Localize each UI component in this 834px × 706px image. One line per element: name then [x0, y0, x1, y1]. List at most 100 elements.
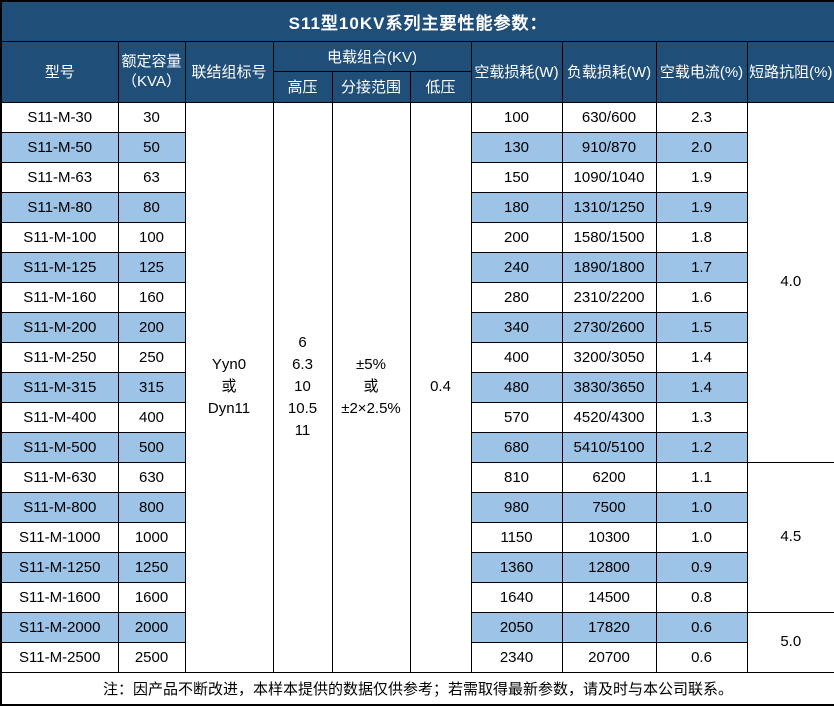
no-load-loss-cell: 980 — [470, 491, 563, 523]
no-load-loss-cell: 180 — [470, 191, 563, 223]
table-row: S11-M-80 80 180 1310/1250 1.9 — [0, 191, 834, 223]
table-row: S11-M-160 160 280 2310/2200 1.6 — [0, 281, 834, 313]
no-load-loss-cell: 240 — [470, 251, 563, 283]
col-header-vector-group: 联结组标号 — [184, 40, 274, 103]
model-cell: S11-M-250 — [0, 341, 119, 373]
table-row: S11-M-800 800 980 7500 1.0 — [0, 491, 834, 523]
no-load-current-cell: 1.9 — [655, 191, 748, 223]
model-cell: S11-M-1000 — [0, 521, 119, 553]
impedance-cell-line: 5.0 — [780, 633, 802, 650]
load-loss-cell: 1580/1500 — [561, 221, 657, 253]
lv-cell: 0.4 — [409, 101, 472, 673]
no-load-current-cell: 1.3 — [655, 401, 748, 433]
model-cell: S11-M-30 — [0, 101, 119, 133]
no-load-current-cell: 1.0 — [655, 491, 748, 523]
kva-cell: 125 — [117, 251, 186, 283]
model-cell: S11-M-2000 — [0, 611, 119, 643]
load-loss-cell: 7500 — [561, 491, 657, 523]
table-row: S11-M-1250 1250 1360 12800 0.9 — [0, 551, 834, 583]
no-load-loss-cell: 2050 — [470, 611, 563, 643]
impedance-cell: 4.0 — [746, 101, 834, 463]
table-row: S11-M-30 30 Yyn0 或 Dyn11 6 6.3 10 10.5 11 ±5% 或 ±2×2… — [0, 101, 834, 673]
model-cell: S11-M-100 — [0, 221, 119, 253]
col-header-model: 型号 — [0, 40, 119, 103]
table-row: S11-M-200 200 340 2730/2600 1.5 — [0, 311, 834, 343]
kva-cell: 1250 — [117, 551, 186, 583]
col-header-lv: 低压 — [409, 70, 472, 103]
table-row: S11-M-400 400 570 4520/4300 1.3 — [0, 401, 834, 433]
vector-group-cell-line: Yyn0 — [211, 356, 247, 373]
no-load-current-cell: 0.8 — [655, 581, 748, 613]
model-cell: S11-M-63 — [0, 161, 119, 193]
table-row: S11-M-100 100 200 1580/1500 1.8 — [0, 221, 834, 253]
kva-cell: 63 — [117, 161, 186, 193]
page-title: S11型10KV系列主要性能参数： — [0, 0, 834, 42]
col-header-capacity-line2: （KVA） — [122, 72, 181, 90]
kva-cell: 80 — [117, 191, 186, 223]
load-loss-cell: 4520/4300 — [561, 401, 657, 433]
no-load-loss-cell: 570 — [470, 401, 563, 433]
load-loss-cell: 12800 — [561, 551, 657, 583]
model-cell: S11-M-800 — [0, 491, 119, 523]
no-load-current-cell: 1.4 — [655, 341, 748, 373]
model-cell: S11-M-400 — [0, 401, 119, 433]
table-row: S11-M-125 125 240 1890/1800 1.7 — [0, 251, 834, 283]
no-load-current-cell: 0.6 — [655, 641, 748, 673]
table-row: S11-M-500 500 680 5410/5100 1.2 — [0, 431, 834, 463]
table-row: S11-M-2500 2500 2340 20700 0.6 — [0, 641, 834, 673]
no-load-current-cell: 1.8 — [655, 221, 748, 253]
footer-row: 注：因产品不断改进，本样本提供的数据仅供参考；若需取得最新参数，请及时与本公司联… — [0, 671, 834, 706]
vector-group-cell-line: 或 — [221, 378, 237, 395]
no-load-current-cell: 2.3 — [655, 101, 748, 133]
load-loss-cell: 1890/1800 — [561, 251, 657, 283]
vector-group-cell: Yyn0 或 Dyn11 — [184, 101, 274, 673]
kva-cell: 2500 — [117, 641, 186, 673]
load-loss-cell: 10300 — [561, 521, 657, 553]
model-cell: S11-M-630 — [0, 461, 119, 493]
load-loss-cell: 17820 — [561, 611, 657, 643]
no-load-loss-cell: 100 — [470, 101, 563, 133]
kva-cell: 1600 — [117, 581, 186, 613]
model-cell: S11-M-160 — [0, 281, 119, 313]
kva-cell: 160 — [117, 281, 186, 313]
table-row: S11-M-2000 2000 2050 17820 0.6 5.0 — [0, 611, 834, 673]
kva-cell: 200 — [117, 311, 186, 343]
col-header-tap-range: 分接范围 — [331, 70, 411, 103]
model-cell: S11-M-1600 — [0, 581, 119, 613]
model-cell: S11-M-2500 — [0, 641, 119, 673]
hv-cell-line: 10 — [294, 378, 311, 395]
no-load-current-cell: 0.9 — [655, 551, 748, 583]
load-loss-cell: 2730/2600 — [561, 311, 657, 343]
load-loss-cell: 2310/2200 — [561, 281, 657, 313]
no-load-current-cell: 1.9 — [655, 161, 748, 193]
spec-table-body: S11-M-30 30 Yyn0 或 Dyn11 6 6.3 10 10.5 11 ±5% 或 ±2×2… — [0, 101, 834, 673]
hv-cell-line: 10.5 — [287, 400, 318, 417]
col-header-hv: 高压 — [272, 70, 333, 103]
no-load-current-cell: 2.0 — [655, 131, 748, 163]
col-header-capacity-line1: 额定容量 — [121, 52, 182, 70]
no-load-loss-cell: 1360 — [470, 551, 563, 583]
load-loss-cell: 3830/3650 — [561, 371, 657, 403]
no-load-current-cell: 1.2 — [655, 431, 748, 463]
kva-cell: 50 — [117, 131, 186, 163]
no-load-current-cell: 1.5 — [655, 311, 748, 343]
hv-cell-line: 11 — [294, 422, 311, 439]
load-loss-cell: 5410/5100 — [561, 431, 657, 463]
col-header-voltage-combo: 电载组合(KV) — [272, 40, 472, 72]
impedance-cell: 5.0 — [746, 611, 834, 673]
col-header-impedance: 短路抗阻(%) — [746, 40, 834, 103]
hv-cell-line: 6 — [298, 334, 307, 351]
load-loss-cell: 1310/1250 — [561, 191, 657, 223]
no-load-loss-cell: 200 — [470, 221, 563, 253]
col-header-capacity: 额定容量 （KVA） — [117, 40, 186, 103]
no-load-current-cell: 1.6 — [655, 281, 748, 313]
no-load-loss-cell: 150 — [470, 161, 563, 193]
model-cell: S11-M-80 — [0, 191, 119, 223]
no-load-current-cell: 1.0 — [655, 521, 748, 553]
kva-cell: 500 — [117, 431, 186, 463]
tap-range-cell-line: ±2×2.5% — [341, 400, 401, 417]
no-load-loss-cell: 2340 — [470, 641, 563, 673]
impedance-cell-line: 4.0 — [780, 273, 802, 290]
model-cell: S11-M-315 — [0, 371, 119, 403]
no-load-loss-cell: 810 — [470, 461, 563, 493]
